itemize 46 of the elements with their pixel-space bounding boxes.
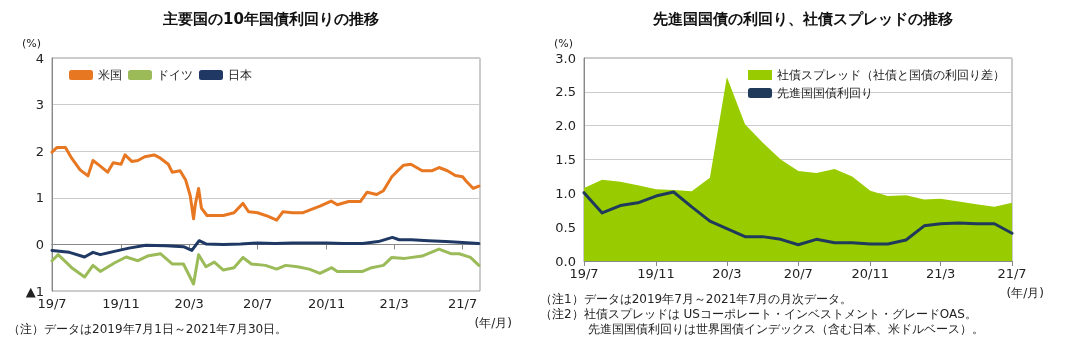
line-series — [50, 145, 481, 222]
line-series — [50, 247, 481, 286]
x-tick-label: 19/11 — [102, 296, 140, 311]
y-tick-label: ▲1 — [25, 283, 44, 299]
y-tick-label: 1.0 — [555, 185, 576, 201]
x-axis-title: (年/月) — [474, 316, 512, 330]
y-axis-title: (%) — [554, 37, 574, 50]
line-series — [50, 235, 481, 259]
y-tick-label: 0.0 — [555, 253, 576, 269]
x-tick-label: 21/3 — [925, 266, 956, 281]
chart-title: 先進国国債の利回り、社債スプレッドの推移 — [652, 9, 953, 28]
x-tick-label: 20/11 — [851, 266, 890, 281]
x-tick-label: 19/11 — [637, 266, 675, 281]
y-tick-label: 1.5 — [555, 152, 576, 167]
y-tick-label: 0.5 — [555, 219, 576, 235]
y-tick-label: 3.0 — [555, 50, 576, 66]
legend-label: ドイツ — [157, 68, 193, 82]
y-tick-label: 2 — [35, 143, 44, 159]
text: （注2）社債スプレッドは USコーポレート・インベストメント・グレードOAS。 — [540, 307, 977, 321]
x-tick-label: 21/3 — [379, 296, 409, 311]
y-tick-label: 0 — [35, 236, 44, 252]
text: （注）データは2019年7月1日～2021年7月30日。 — [8, 322, 288, 336]
x-tick-label: 19/7 — [37, 296, 67, 311]
y-tick-label: 4 — [35, 50, 44, 66]
chart-title: 主要国の10年国債利回りの推移 — [162, 9, 379, 28]
text: 先進国国債利回りは世界国債インデックス（含む日本、米ドルベース）。 — [540, 322, 984, 336]
x-tick-label: 20/3 — [712, 266, 742, 281]
y-tick-label: 2.5 — [555, 84, 576, 100]
y-axis-title: (%) — [22, 37, 42, 50]
legend-label: 日本 — [228, 68, 252, 82]
x-tick-label: 21/7 — [447, 296, 478, 311]
x-tick-label: 19/7 — [569, 266, 599, 281]
x-tick-label: 21/7 — [997, 266, 1027, 281]
line-series — [582, 190, 1014, 247]
legend-label: 米国 — [98, 68, 122, 82]
legend-label: 先進国国債利回り — [777, 86, 873, 100]
y-tick-label: 3 — [35, 97, 44, 113]
x-tick-label: 20/3 — [174, 296, 204, 311]
y-tick-label: 2.0 — [555, 118, 576, 134]
text: （注1）データは2019年7月～2021年7月の月次データ。 — [540, 292, 852, 306]
x-tick-label: 20/7 — [242, 296, 273, 311]
x-tick-label: 20/11 — [307, 296, 346, 311]
legend-label: 社債スプレッド（社債と国債の利回り差） — [777, 68, 1005, 82]
y-tick-label: 1 — [35, 190, 44, 206]
x-tick-label: 20/7 — [783, 266, 813, 281]
x-axis-title: (年/月) — [1006, 286, 1044, 300]
